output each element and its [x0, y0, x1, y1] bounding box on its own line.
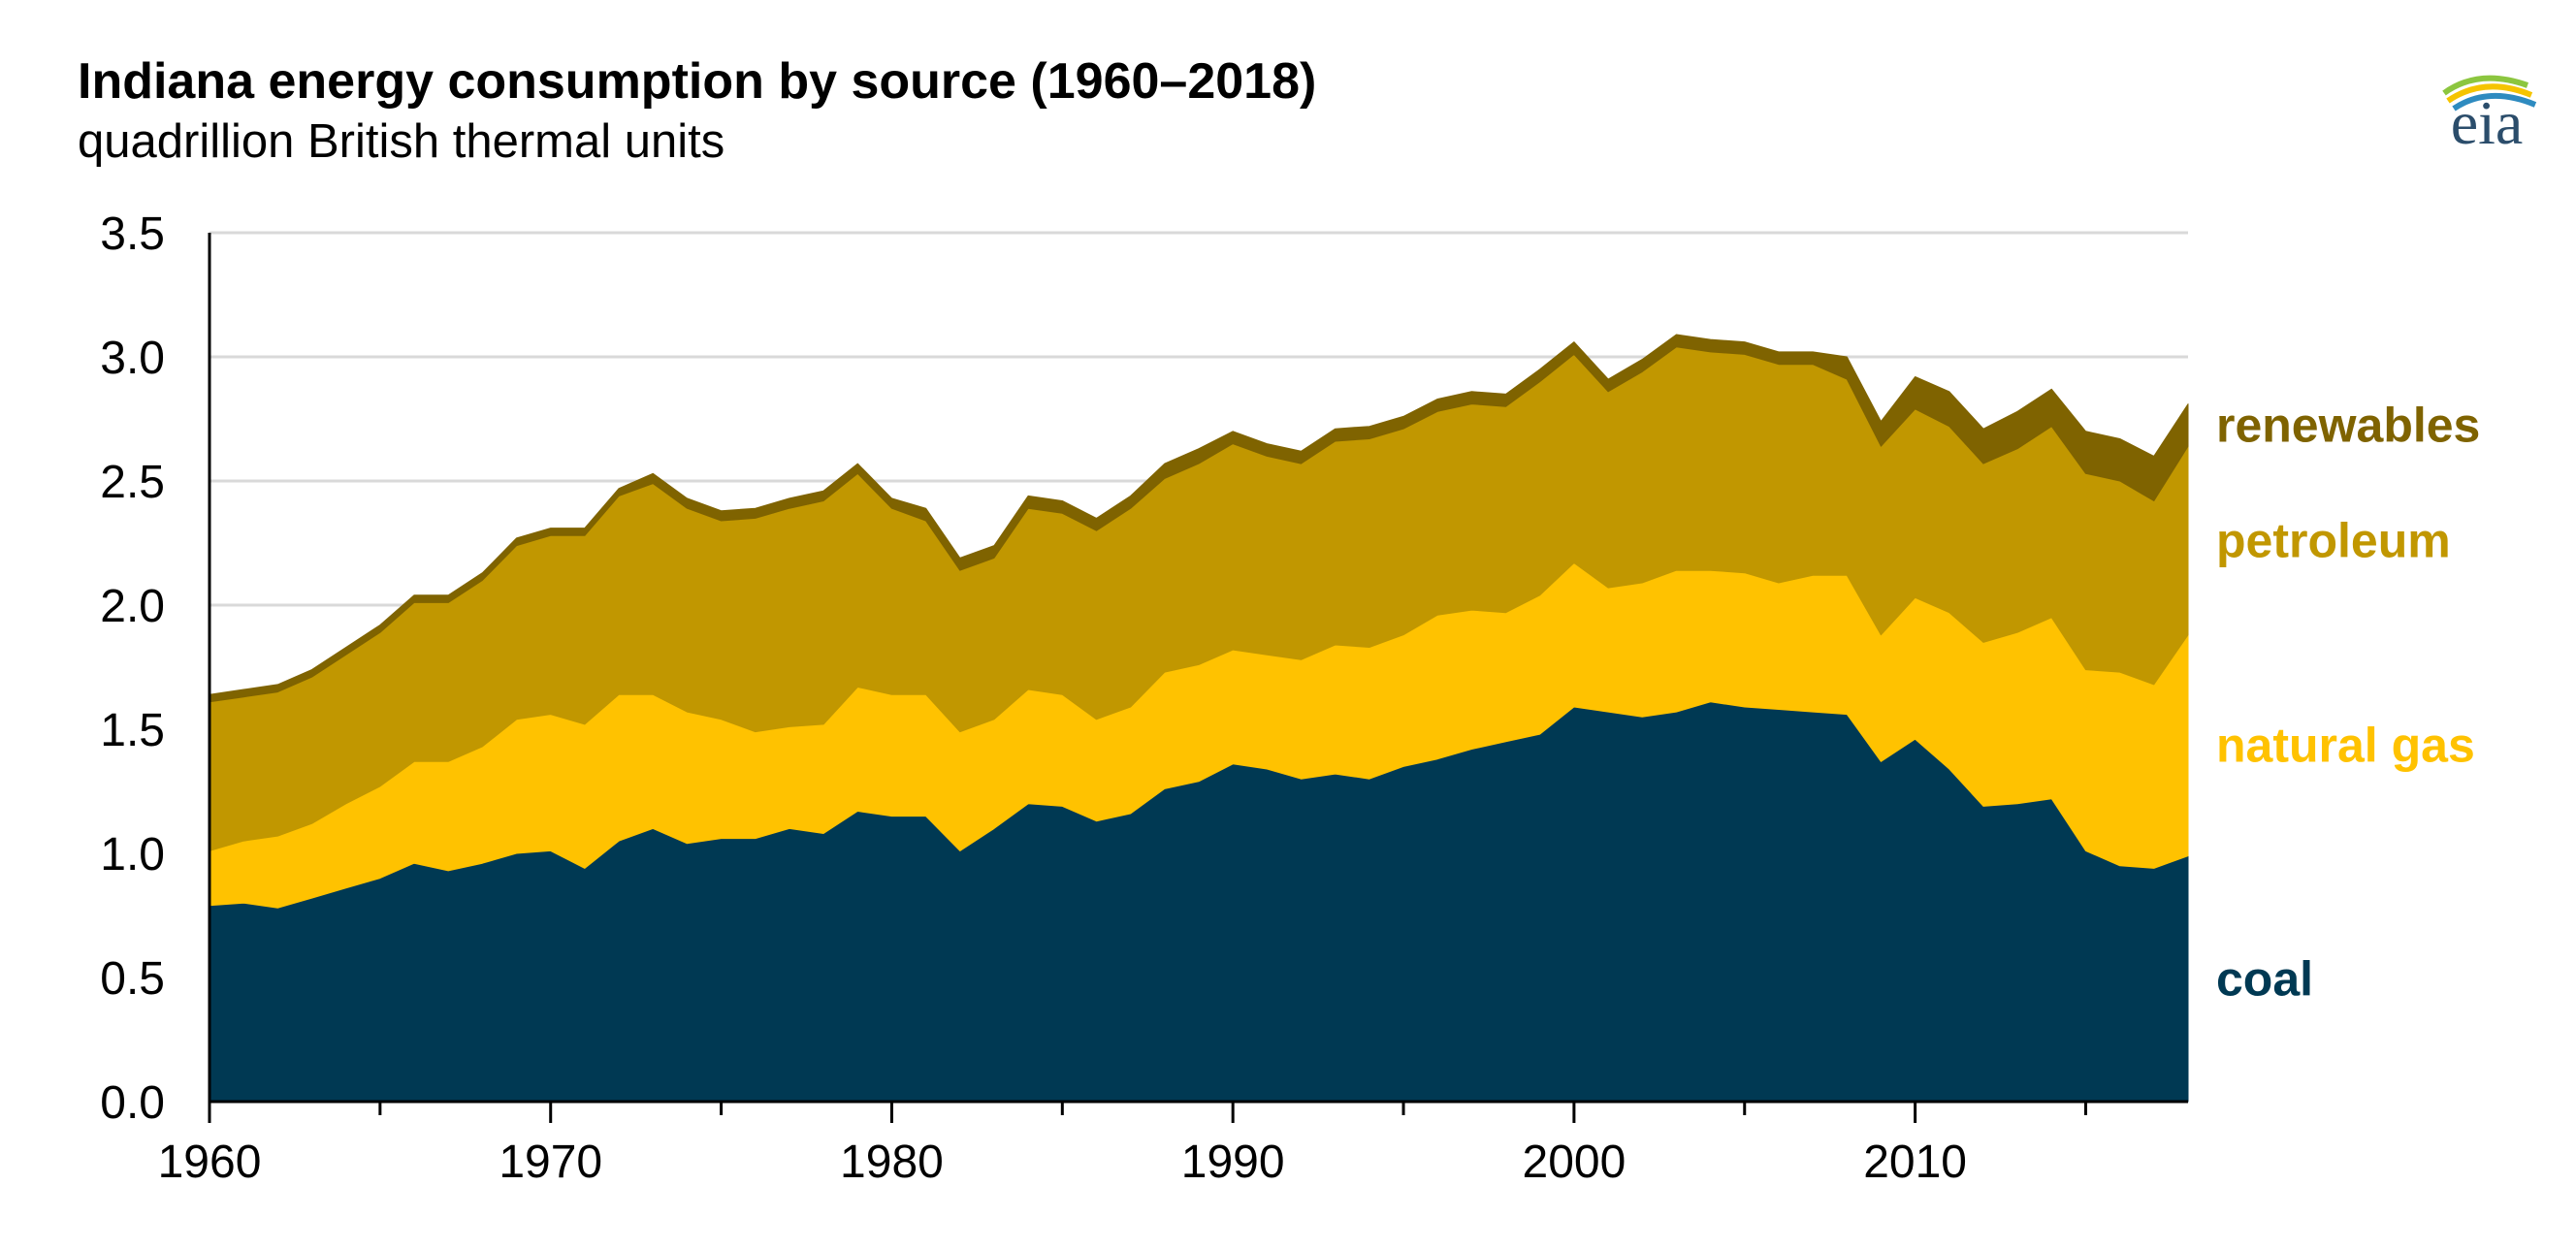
series-label-renewables: renewables	[2216, 398, 2480, 452]
y-tick-label: 2.5	[100, 457, 165, 508]
x-tick-label: 2000	[1523, 1137, 1626, 1188]
series-label-petroleum: petroleum	[2216, 513, 2451, 567]
y-tick-label: 3.0	[100, 333, 165, 384]
series-label-coal: coal	[2216, 951, 2313, 1006]
series-label-natural-gas: natural gas	[2216, 719, 2475, 773]
y-tick-label: 0.5	[100, 953, 165, 1005]
series-labels: coal natural gas petroleum renewables	[2216, 398, 2480, 1006]
stacked-areas	[209, 334, 2189, 1103]
eia-logo-swoosh-blue	[2452, 93, 2537, 112]
y-tick-label: 3.5	[100, 208, 165, 260]
x-tick-label: 1970	[499, 1137, 602, 1188]
x-tick-label: 2010	[1863, 1137, 1967, 1188]
y-tick-label: 1.0	[100, 829, 165, 881]
chart-subtitle: quadrillion British thermal units	[78, 115, 725, 168]
y-tick-label: 0.0	[100, 1077, 165, 1129]
axes: 0.0 0.5 1.0 1.5 2.0 2.5 3.0 3.5 1960 1970 1980 1990…	[100, 208, 2188, 1188]
chart-title: Indiana energy consumption by source (19…	[78, 53, 1317, 110]
x-tick-label: 1980	[840, 1137, 944, 1188]
eia-logo-swoosh-yellow	[2446, 83, 2533, 104]
area-renewables	[209, 334, 2189, 703]
x-tick-label: 1960	[158, 1137, 262, 1188]
y-tick-label: 1.5	[100, 705, 165, 756]
eia-logo-swoosh-green	[2442, 75, 2529, 96]
y-tick-label: 2.0	[100, 581, 165, 632]
x-tick-label: 1990	[1181, 1137, 1285, 1188]
eia-logo-text: eia	[2451, 88, 2524, 157]
eia-logo: eia	[2442, 75, 2537, 157]
